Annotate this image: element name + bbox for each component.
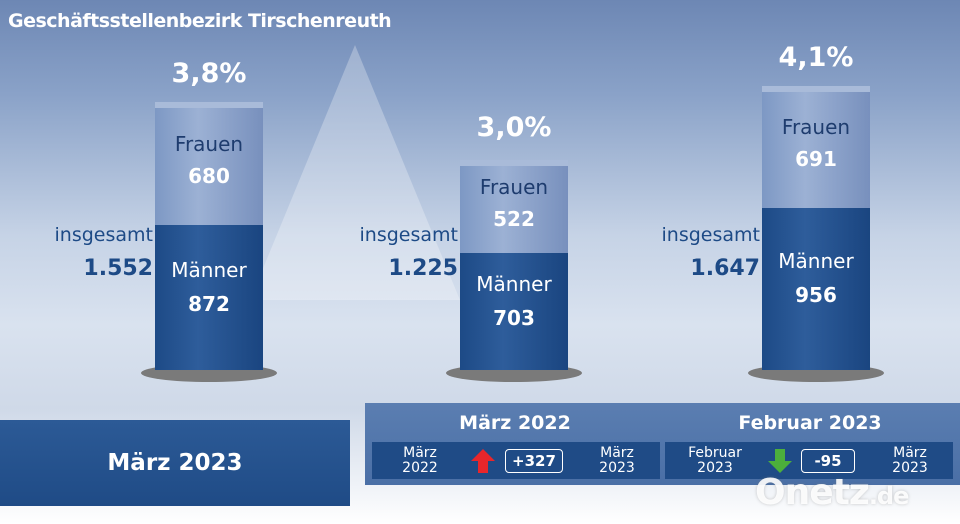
bar-maenner: Männer 872 xyxy=(155,225,263,370)
to-year: 2023 xyxy=(599,460,635,476)
from-label: März xyxy=(403,445,437,461)
comparison-heading: März 2022 xyxy=(459,412,571,434)
change-value: +327 xyxy=(505,449,563,473)
total-value: 1.225 xyxy=(388,256,458,281)
comparison-box: Februar 2023 -95 März 2023 xyxy=(665,442,953,479)
bar-maenner: Männer 703 xyxy=(460,253,568,370)
arrow-up-icon xyxy=(471,449,495,473)
stacked-column: Frauen 680 Männer 872 xyxy=(141,0,277,382)
rate-label: 3,0% xyxy=(476,112,552,143)
frauen-value: 522 xyxy=(493,206,535,231)
maenner-label: Männer xyxy=(476,271,552,296)
maenner-value: 956 xyxy=(795,283,837,307)
bar-frauen: Frauen 522 xyxy=(460,160,568,253)
frauen-value: 680 xyxy=(188,163,230,188)
total-label: insgesamt xyxy=(54,224,153,246)
total-value: 1.647 xyxy=(690,256,760,281)
from-year: 2023 xyxy=(697,460,733,476)
bar-frauen: Frauen 680 xyxy=(155,102,263,225)
total-value: 1.552 xyxy=(83,256,153,281)
bar-frauen: Frauen 691 xyxy=(762,86,870,208)
total-label: insgesamt xyxy=(359,224,458,246)
stacked-column: Frauen 522 Männer 703 xyxy=(446,0,582,382)
arrow-down-icon xyxy=(768,449,792,473)
current-period-band: März 2023 xyxy=(0,420,350,506)
onetz-logo: Onetz.de xyxy=(755,472,909,513)
from-label: Februar xyxy=(688,445,742,461)
comparison-heading: Februar 2023 xyxy=(738,412,882,434)
to-year: 2023 xyxy=(892,460,928,476)
rate-label: 4,1% xyxy=(778,42,854,73)
stacked-column: Frauen 691 Männer 956 xyxy=(748,0,884,382)
from-year: 2022 xyxy=(402,460,438,476)
comparison-box: März 2022 +327 März 2023 xyxy=(372,442,660,479)
frauen-value: 691 xyxy=(795,147,837,171)
maenner-label: Männer xyxy=(778,249,854,273)
chart-title: Geschäftsstellenbezirk Tirschenreuth xyxy=(8,10,392,32)
maenner-value: 872 xyxy=(188,291,230,316)
maenner-value: 703 xyxy=(493,305,535,330)
logo-pyramid-watermark xyxy=(250,45,460,300)
comparison-panel: März 2022 März 2022 +327 März 2023 Februar… xyxy=(365,403,960,485)
to-label: März xyxy=(893,445,927,461)
maenner-label: Männer xyxy=(171,257,247,282)
rate-label: 3,8% xyxy=(171,58,247,89)
frauen-label: Frauen xyxy=(479,174,549,199)
current-period-label: März 2023 xyxy=(107,450,243,476)
bar-maenner: Männer 956 xyxy=(762,208,870,370)
change-value: -95 xyxy=(801,449,855,473)
total-label: insgesamt xyxy=(661,224,760,246)
frauen-label: Frauen xyxy=(781,115,851,139)
to-label: März xyxy=(600,445,634,461)
frauen-label: Frauen xyxy=(174,131,244,156)
